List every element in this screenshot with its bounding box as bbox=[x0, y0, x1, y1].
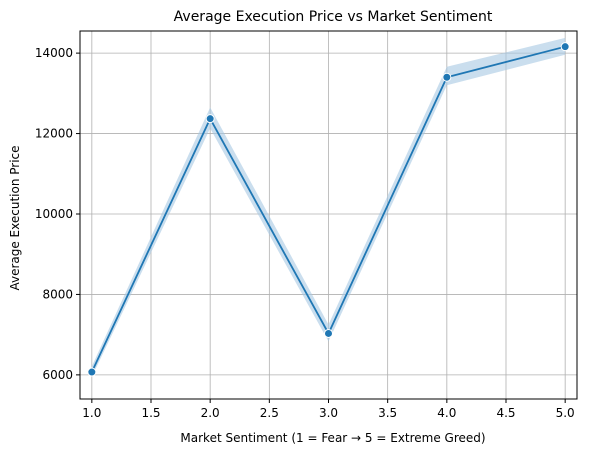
x-tick-label: 4.0 bbox=[437, 406, 456, 420]
x-tick-label: 3.0 bbox=[319, 406, 338, 420]
y-ticks: 6000 8000 10000 12000 14000 bbox=[35, 46, 80, 382]
data-points bbox=[87, 42, 570, 377]
x-tick-label: 1.5 bbox=[141, 406, 160, 420]
y-tick-label: 8000 bbox=[42, 287, 73, 301]
x-ticks: 1.0 1.5 2.0 2.5 3.0 3.5 4.0 4.5 5.0 bbox=[82, 399, 575, 420]
x-tick-label: 4.5 bbox=[496, 406, 515, 420]
x-tick-label: 2.0 bbox=[201, 406, 220, 420]
grid bbox=[80, 31, 577, 399]
x-axis-label: Market Sentiment (1 = Fear → 5 = Extreme… bbox=[180, 431, 485, 445]
data-point bbox=[442, 72, 452, 82]
chart-title: Average Execution Price vs Market Sentim… bbox=[174, 9, 493, 25]
data-point bbox=[205, 114, 215, 124]
y-tick-label: 6000 bbox=[42, 368, 73, 382]
x-tick-label: 1.0 bbox=[82, 406, 101, 420]
y-tick-label: 14000 bbox=[35, 46, 73, 60]
data-point bbox=[87, 367, 97, 377]
x-tick-label: 2.5 bbox=[260, 406, 279, 420]
data-point bbox=[324, 328, 333, 338]
x-tick-label: 3.5 bbox=[378, 406, 397, 420]
y-tick-label: 12000 bbox=[35, 127, 73, 141]
y-axis-label: Average Execution Price bbox=[8, 145, 22, 290]
y-tick-label: 10000 bbox=[35, 207, 73, 221]
data-point bbox=[560, 42, 570, 52]
x-tick-label: 5.0 bbox=[556, 406, 575, 420]
